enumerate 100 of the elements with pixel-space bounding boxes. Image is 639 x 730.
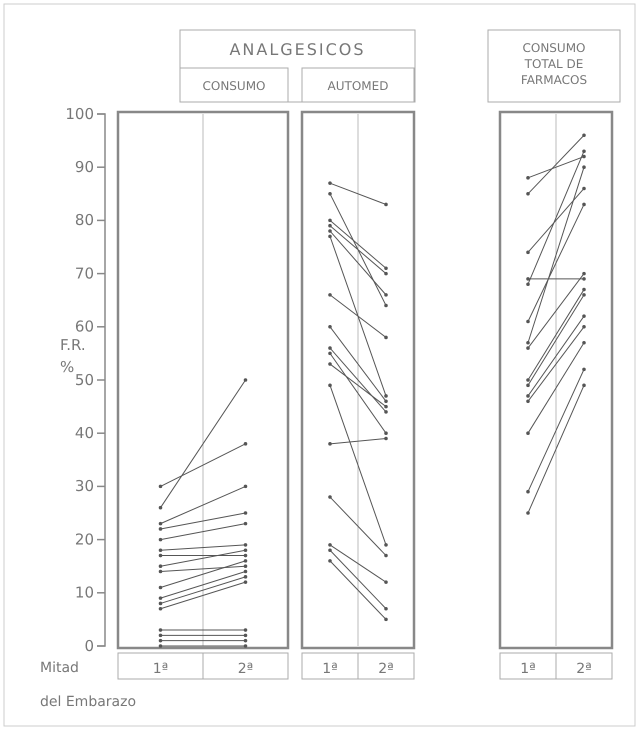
point [384,618,388,622]
point [526,340,530,345]
point [328,384,332,388]
point [526,400,530,404]
point [582,149,586,154]
point [244,543,248,547]
chart-subtitle: AUTOMED [328,79,388,93]
point [582,325,586,329]
point [384,431,388,435]
point [582,293,586,297]
x-tick-label: 1ª [152,660,168,677]
point [158,570,162,574]
point [526,250,530,254]
point [244,628,248,632]
point [582,134,586,138]
point [244,548,248,552]
point [244,570,248,574]
point [384,554,388,558]
point [244,484,248,488]
text: Mitad del Embarazo [40,660,136,710]
point [526,282,530,286]
x-tick-label: 1ª [520,660,536,677]
point [384,580,388,584]
point [158,634,162,638]
point [526,378,530,382]
point [244,634,248,638]
point [582,314,586,318]
point [526,346,530,350]
point [526,394,530,398]
point [526,277,530,281]
point [244,644,248,648]
y-tick-label: 70 [74,264,94,282]
point [526,384,530,388]
point [328,346,332,350]
point [328,181,332,185]
point [384,293,388,297]
point [244,554,248,558]
point [328,234,332,238]
point [244,511,248,515]
point [244,559,248,563]
point [526,192,530,196]
point [582,154,586,158]
y-tick-label: 60 [74,318,94,336]
point [526,320,530,324]
point [582,277,586,281]
point [384,336,388,340]
point [582,165,586,169]
point [158,586,162,590]
point [384,304,388,308]
point [328,224,332,228]
y-tick-label: 80 [74,211,94,230]
point [582,272,586,276]
point [328,192,332,196]
point [384,410,388,414]
point [384,266,388,270]
point [328,495,332,499]
chart-title: CONSUMO TOTAL DE FARMACOS [520,41,588,87]
point [158,596,162,600]
point [384,202,388,206]
y-tick-label: 0 [84,636,94,655]
point [384,400,388,404]
y-tick-label: 90 [74,158,94,176]
x-tick-label: 2ª [378,660,394,677]
y-tick-label: 20 [74,530,94,548]
point [158,564,162,568]
point [328,325,332,329]
point [384,394,388,398]
point [526,511,530,515]
point [158,638,162,642]
y-tick-label: 50 [74,370,94,389]
point [328,218,332,222]
point [384,272,388,276]
x-tick-label: 2ª [576,660,592,677]
point [158,606,162,611]
point [526,176,530,180]
point [328,293,332,297]
point [244,442,248,446]
point [582,186,586,190]
point [526,490,530,494]
point [328,559,332,563]
point [328,543,332,547]
y-tick-label: 30 [74,477,94,496]
point [158,548,162,552]
y-tick-label: 40 [74,424,94,442]
point [244,575,248,579]
point [158,522,162,526]
point [384,436,388,440]
point [384,404,388,408]
point [158,602,162,606]
point [158,506,162,510]
y-tick-label: 10 [74,584,94,602]
y-tick-label: 100 [65,104,94,123]
point [328,229,332,233]
point [158,527,162,531]
point [328,548,332,552]
point [384,606,388,611]
point [328,352,332,356]
point [526,431,530,435]
chart-title: ANALGESICOS [229,40,366,59]
point [582,384,586,388]
